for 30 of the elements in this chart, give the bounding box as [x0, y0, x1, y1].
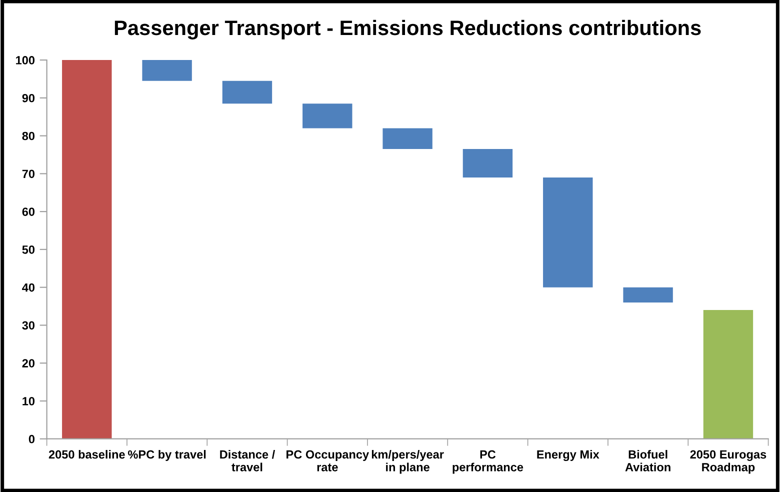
bar	[302, 104, 352, 128]
x-tick-label: Biofuel Aviation	[625, 450, 670, 472]
y-tick-label: 20	[22, 359, 35, 368]
y-tick-label: 70	[22, 170, 35, 178]
y-tick-label: 60	[22, 208, 35, 216]
y-tick-label: 100	[16, 56, 35, 64]
bar	[62, 60, 112, 439]
x-tick-label: km/pers/year in plane	[372, 450, 444, 474]
y-tick-label: 50	[22, 245, 35, 254]
x-tick-label: 2050 baseline	[48, 450, 125, 459]
x-tick-label: PC performance	[452, 450, 524, 474]
y-tick-label: 40	[22, 283, 35, 292]
x-tick-label: Energy Mix	[537, 450, 600, 462]
bar	[382, 128, 432, 150]
bar	[543, 177, 593, 288]
y-tick-label: 0	[28, 434, 35, 444]
bar	[142, 60, 192, 81]
bar	[703, 310, 754, 439]
chart-title: Passenger Transport - Emissions Reductions contributions	[114, 20, 701, 40]
bar	[222, 80, 272, 104]
bar	[462, 149, 513, 178]
x-tick-label: Distance / travel	[220, 450, 275, 472]
bar	[623, 287, 673, 302]
x-tick-label: 2050 Eurogas Roadmap	[690, 450, 766, 474]
y-tick-label: 80	[22, 132, 35, 140]
y-tick-label: 90	[22, 94, 35, 102]
y-tick-label: 30	[22, 321, 35, 330]
x-tick-label: %PC by travel	[128, 450, 206, 461]
y-tick-label: 10	[22, 397, 35, 406]
x-tick-label: PC Occupancy rate	[286, 450, 369, 472]
